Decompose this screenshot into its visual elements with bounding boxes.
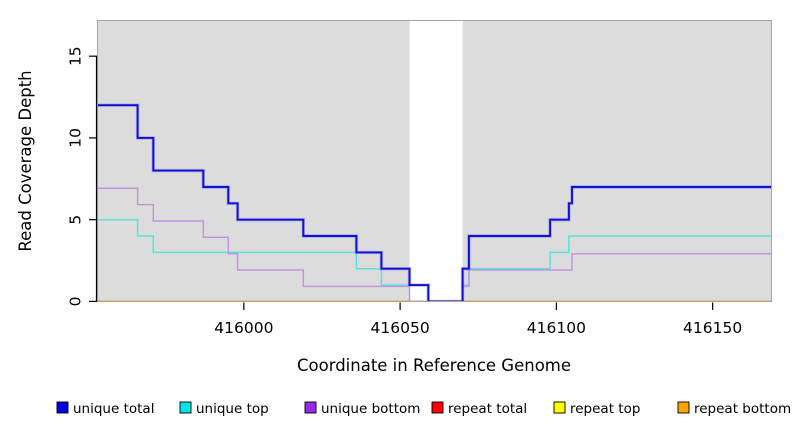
x-tick-label-416100: 416100: [527, 319, 586, 337]
x-tick-label-416150: 416150: [683, 319, 742, 337]
uncovered-gap-region: [409, 20, 463, 302]
panel-border: [97, 20, 772, 302]
legend-swatch-unique-bottom: [304, 401, 317, 414]
series-line-unique-total: [97, 104, 772, 302]
legend-swatch-repeat-bottom: [677, 401, 690, 414]
panel-frame-layer: [97, 20, 772, 302]
legend-label-unique-top: unique top: [196, 401, 269, 417]
y-tick-label-0: 0: [67, 296, 85, 306]
y-tick-label-10: 10: [67, 128, 85, 148]
legend-label-repeat-top: repeat top: [570, 401, 640, 417]
legend-label-repeat-bottom: repeat bottom: [694, 401, 791, 417]
legend-label-unique-bottom: unique bottom: [321, 401, 420, 417]
legend-swatch-unique-total: [56, 401, 69, 414]
legend-label-repeat-total: repeat total: [448, 401, 527, 417]
x-tick-label-416000: 416000: [214, 319, 273, 337]
legend-swatch-unique-top: [179, 401, 192, 414]
y-tick-label-5: 5: [67, 215, 85, 225]
series-line-unique-bottom: [97, 187, 772, 302]
legend-label-unique-total: unique total: [73, 401, 154, 417]
y-axis-title: Read Coverage Depth: [16, 70, 35, 251]
legend-swatch-repeat-top: [553, 401, 566, 414]
plot-panel-layer: [97, 20, 772, 302]
axes-layer: 0 5 10 15 416000 416050 416100 416150: [67, 46, 743, 337]
legend-swatch-repeat-total: [431, 401, 444, 414]
x-tick-label-416050: 416050: [371, 319, 430, 337]
legend: unique total unique top unique bottom repea…: [56, 401, 791, 417]
x-axis-title: Coordinate in Reference Genome: [297, 356, 571, 375]
y-tick-label-15: 15: [67, 46, 85, 66]
